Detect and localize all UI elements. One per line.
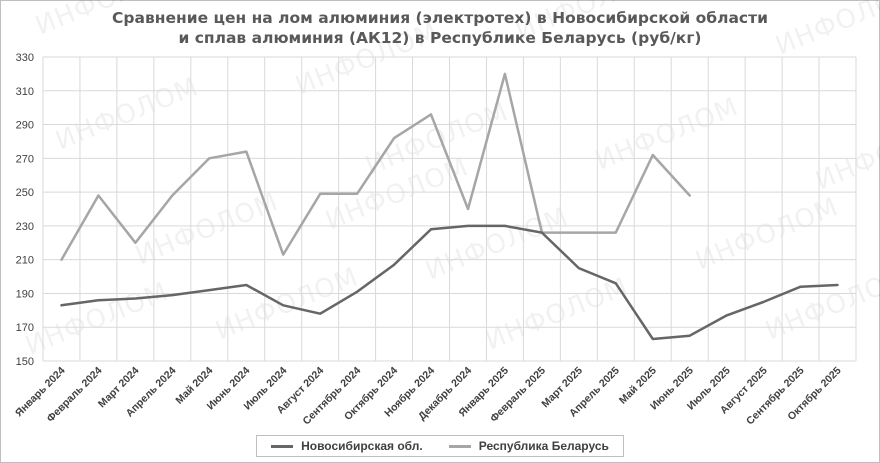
watermark-text: ИНФОЛОМ <box>421 202 573 286</box>
y-tick-label: 170 <box>16 322 34 334</box>
y-tick-label: 250 <box>16 187 34 199</box>
legend-label-novosibirsk: Новосибирская обл. <box>301 439 423 453</box>
chart-title: Сравнение цен на лом алюминия (электроте… <box>0 8 880 48</box>
watermark-text: ИНФОЛОМ <box>691 192 843 276</box>
legend-item-novosibirsk: Новосибирская обл. <box>271 439 423 453</box>
y-tick-label: 210 <box>16 255 34 267</box>
legend: Новосибирская обл. Республика Беларусь <box>256 435 624 457</box>
y-tick-label: 330 <box>16 52 34 64</box>
series-line-1 <box>60 72 691 261</box>
legend-item-belarus: Республика Беларусь <box>448 439 609 453</box>
watermark-text: ИНФОЛОМ <box>481 272 633 356</box>
series-line-0 <box>60 224 839 341</box>
watermark-text: ИНФОЛОМ <box>761 262 880 346</box>
series-lines <box>60 72 839 341</box>
legend-swatch-belarus <box>448 444 471 448</box>
legend-swatch-novosibirsk <box>271 444 294 448</box>
y-tick-label: 270 <box>16 153 34 165</box>
y-tick-label: 310 <box>16 86 34 98</box>
chart-title-line-2: и сплав алюминия (АК12) в Республике Бел… <box>178 29 702 47</box>
y-axis-ticks: 150 170 190 210 230 250 270 290 310 330 <box>16 52 34 368</box>
chart-title-line-1: Сравнение цен на лом алюминия (электроте… <box>112 9 768 27</box>
watermark-text: ИНФОЛОМ <box>21 277 173 361</box>
y-tick-label: 190 <box>16 288 34 300</box>
y-tick-label: 150 <box>16 356 34 368</box>
watermark-text: ИНФОЛОМ <box>591 92 743 176</box>
y-tick-label: 230 <box>16 221 34 233</box>
legend-label-belarus: Республика Беларусь <box>478 439 609 453</box>
watermark-text: ИНФОЛОМ <box>51 72 203 156</box>
watermark-text: ИНФОЛОМ <box>211 262 363 346</box>
y-tick-label: 290 <box>16 120 34 132</box>
